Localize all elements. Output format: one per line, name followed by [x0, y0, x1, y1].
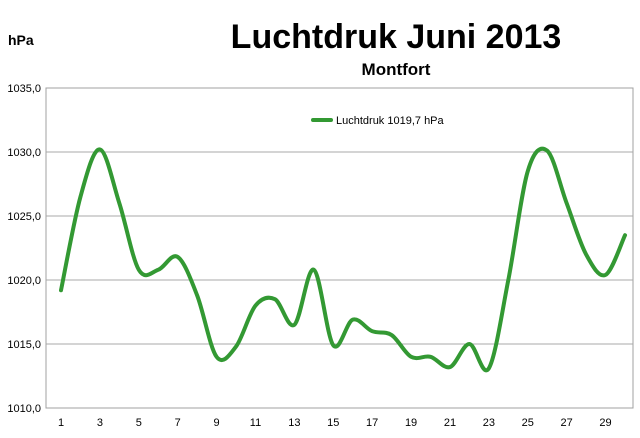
y-tick-label: 1020,0 [7, 275, 41, 287]
legend: Luchtdruk 1019,7 hPa [311, 115, 445, 127]
x-tick-label: 3 [97, 417, 103, 429]
chart-subtitle: Montfort [362, 60, 431, 79]
x-tick-label: 15 [327, 417, 339, 429]
x-tick-label: 9 [214, 417, 220, 429]
y-tick-label: 1015,0 [7, 339, 41, 351]
x-tick-label: 21 [444, 417, 456, 429]
x-tick-label: 29 [599, 417, 611, 429]
chart-title: Luchtdruk Juni 2013 [231, 18, 562, 56]
plot-area [45, 87, 634, 409]
y-tick-label: 1010,0 [7, 403, 41, 415]
x-tick-label: 7 [175, 417, 181, 429]
y-tick-label: 1025,0 [7, 211, 41, 223]
y-axis-label: hPa [8, 32, 34, 48]
x-tick-label: 23 [483, 417, 495, 429]
y-tick-label: 1030,0 [7, 147, 41, 159]
x-tick-label: 25 [522, 417, 534, 429]
x-tick-label: 1 [58, 417, 64, 429]
legend-entry-label: Luchtdruk 1019,7 hPa [336, 115, 445, 127]
y-tick-label: 1035,0 [7, 83, 41, 95]
x-tick-label: 17 [366, 417, 378, 429]
x-tick-label: 19 [405, 417, 417, 429]
series-lines [59, 146, 627, 373]
x-tick-labels: 1 3 5 7 9 11 13 15 17 19 21 23 25 27 29 [58, 417, 612, 429]
x-tick-label: 5 [136, 417, 142, 429]
x-tick-label: 13 [288, 417, 300, 429]
x-tick-label: 27 [561, 417, 573, 429]
y-tick-labels: 1010,0 1015,0 1020,0 1025,0 1030,0 1035,0 [7, 83, 41, 415]
x-tick-label: 11 [250, 417, 261, 429]
series-line [59, 146, 627, 373]
